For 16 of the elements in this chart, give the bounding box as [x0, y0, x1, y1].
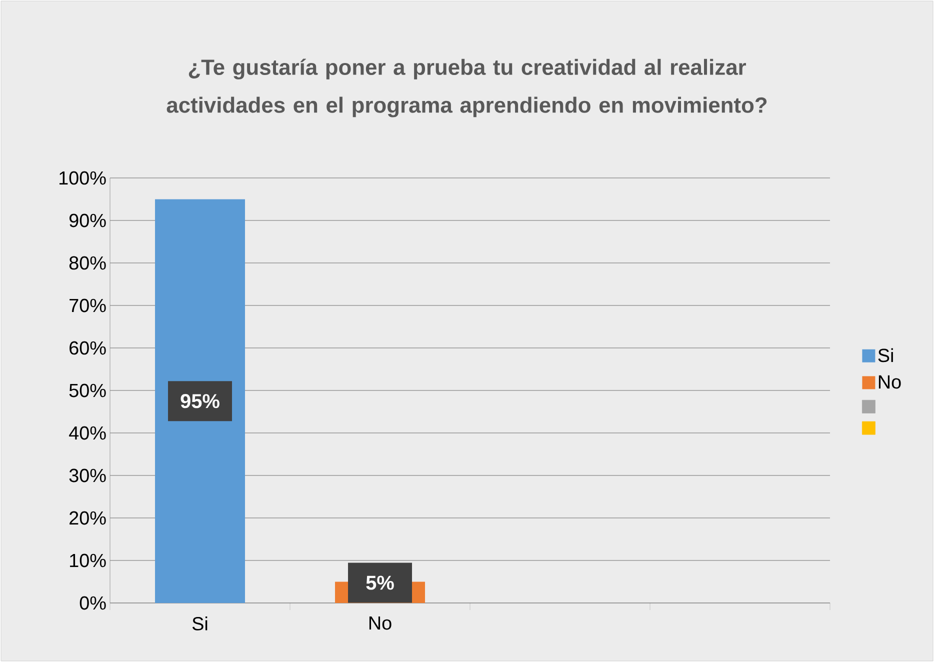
y-tick-label: 10%: [70, 554, 106, 568]
chart-title: ¿Te gustaría poner a prueba tu creatividad al realizar actividades en el programa aprendiendo en movimiento?: [166, 58, 767, 118]
y-tick-label: 30%: [69, 468, 106, 482]
y-tick-label: 50%: [69, 384, 106, 398]
legend-label: No: [878, 375, 901, 389]
y-tick-label: 60%: [70, 341, 106, 355]
data-label: 5%: [366, 576, 394, 590]
y-tick-label: 20%: [70, 511, 106, 525]
y-tick-label: 70%: [70, 298, 106, 312]
y-tick-label: 0%: [80, 596, 106, 610]
y-tick-label: 80%: [69, 256, 106, 270]
data-label: 95%: [180, 394, 220, 408]
legend-label: Si: [878, 348, 893, 362]
y-tick-label: 100%: [60, 171, 106, 185]
y-tick-label: 40%: [69, 426, 106, 440]
y-tick-label: 90%: [69, 214, 106, 228]
